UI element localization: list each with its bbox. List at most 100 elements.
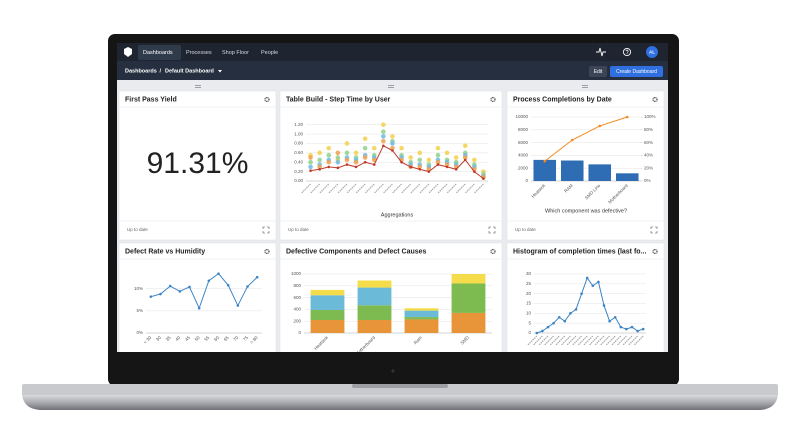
help-glyph: [625, 49, 629, 53]
panel: [118, 90, 277, 241]
line-marker: [619, 325, 623, 329]
bar: [404, 317, 439, 320]
line-marker: [372, 163, 376, 166]
line-marker: [641, 327, 645, 331]
nav-item[interactable]: Shop Floor: [222, 50, 249, 56]
dot: [435, 145, 441, 151]
dot: [381, 129, 386, 135]
dot: [435, 152, 441, 158]
handle: [388, 87, 394, 88]
dot: [444, 162, 450, 167]
y-tick-label: 10%: [134, 286, 143, 291]
x-tick-label: 70: [232, 335, 239, 342]
panel-title: Histogram of completion times (last fo..…: [513, 248, 646, 255]
edit-button[interactable]: [589, 66, 607, 77]
line-marker: [454, 167, 458, 171]
column-handles: [195, 85, 588, 88]
gear-icon[interactable]: [264, 96, 270, 103]
breadcrumb-root[interactable]: Dashboards: [125, 68, 157, 74]
laptop-notch: [352, 384, 448, 388]
line-marker: [354, 165, 358, 169]
x-axis-label: Which component was defective?: [545, 208, 627, 214]
dot: [326, 145, 332, 151]
gear-icon[interactable]: [264, 248, 270, 255]
y-tick-label: 6000: [518, 140, 529, 145]
line-marker: [197, 306, 201, 310]
y2-tick-label: 60%: [644, 140, 653, 145]
x-tick-label: < 30: [143, 335, 153, 345]
y-tick-label: 200: [293, 318, 301, 323]
y-tick-label: 0: [528, 330, 531, 335]
line-marker: [598, 124, 602, 128]
bar: [310, 320, 345, 333]
dot: [353, 159, 359, 165]
y2-tick-label: 20%: [644, 165, 653, 170]
line-marker: [188, 285, 191, 289]
y-tick-label: 800: [293, 283, 301, 288]
logo: [124, 47, 132, 57]
y-tick-label: 5%: [136, 308, 143, 313]
x-tick-label: 55: [203, 335, 210, 342]
expand-icon[interactable]: [650, 226, 658, 234]
bar: [404, 319, 439, 333]
expand-icon[interactable]: [262, 226, 270, 234]
nav-item[interactable]: Processes: [186, 50, 212, 56]
nav-item[interactable]: People: [261, 50, 278, 56]
bar: [310, 295, 345, 310]
dot: [344, 157, 350, 163]
dot: [417, 164, 423, 170]
handle: [388, 85, 394, 86]
y-tick-label: 600: [293, 295, 301, 300]
activity-icon[interactable]: [596, 47, 606, 57]
line-marker: [236, 304, 240, 307]
line-marker: [255, 275, 259, 279]
dot: [381, 122, 386, 127]
y-tick-label: 30: [526, 271, 532, 276]
y-tick-label: 0: [298, 330, 301, 335]
line-marker: [482, 177, 485, 180]
panel: [279, 90, 503, 241]
x-tick-label: Ram: [413, 335, 423, 345]
line-marker: [345, 163, 349, 166]
panel: [118, 242, 277, 352]
create-label[interactable]: Create Dashboard: [616, 69, 657, 75]
x-tick-label: 35: [165, 335, 172, 342]
dot: [326, 159, 332, 165]
dot: [381, 134, 386, 139]
gear-icon[interactable]: [490, 96, 496, 103]
y-tick-label: 15: [526, 301, 532, 306]
gear-icon[interactable]: [652, 248, 658, 255]
breadcrumb-current[interactable]: Default Dashboard: [165, 68, 214, 74]
line-marker: [608, 319, 611, 323]
dropdown-caret[interactable]: [218, 70, 222, 73]
dot: [462, 143, 468, 149]
line-marker: [552, 321, 555, 325]
kpi-value: 91.31%: [147, 147, 249, 180]
line-marker: [591, 284, 595, 288]
line-marker: [168, 284, 172, 288]
bar: [357, 305, 392, 321]
line: [150, 272, 258, 310]
line-marker: [159, 292, 162, 296]
y-tick-label: 0.60: [294, 150, 303, 155]
bar: [404, 308, 439, 311]
avatar[interactable]: [646, 46, 658, 58]
line-marker: [445, 165, 449, 169]
help-icon[interactable]: [622, 47, 632, 57]
create-button[interactable]: [610, 66, 663, 77]
panel-title: Defect Rate vs Humidity: [125, 248, 205, 255]
gear-icon[interactable]: [652, 96, 658, 103]
expand-icon[interactable]: [488, 226, 496, 234]
gear-icon[interactable]: [490, 248, 496, 255]
y-tick-label: 5: [528, 320, 531, 325]
y-tick-label: 0.00: [294, 178, 303, 183]
x-tick-label: 45: [184, 335, 191, 342]
nav-item[interactable]: Dashboards: [143, 50, 173, 56]
line-marker: [318, 167, 321, 171]
y-tick-label: 4000: [518, 153, 529, 158]
y-tick-label: 0: [525, 178, 528, 183]
edit-label[interactable]: Edit: [594, 69, 603, 75]
line-marker: [602, 304, 606, 307]
line-marker: [625, 327, 628, 331]
line-marker: [613, 315, 617, 319]
